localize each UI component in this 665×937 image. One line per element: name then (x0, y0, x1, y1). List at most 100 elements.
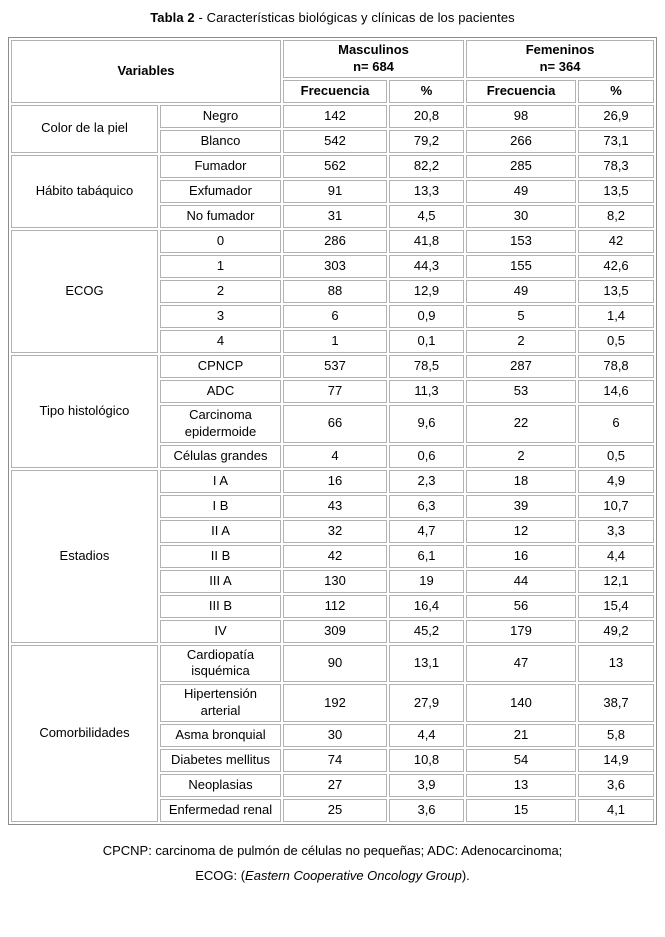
variable-cell: II A (159, 519, 281, 543)
variable-cell: 2 (159, 279, 281, 303)
table-row: ADC 77 11,3 53 14,6 (11, 379, 655, 403)
value-cell: 3,6 (389, 799, 465, 823)
table-row: Diabetes mellitus 74 10,8 54 14,9 (11, 749, 655, 773)
value-cell: 5,8 (578, 724, 655, 748)
value-cell: 309 (283, 619, 387, 643)
value-cell: 16 (466, 544, 577, 568)
table-row: 1 303 44,3 155 42,6 (11, 254, 655, 278)
variable-cell: Enfermedad renal (159, 799, 281, 823)
footnote: CPCNP: carcinoma de pulmón de células no… (0, 839, 665, 888)
table-row: Estadios I A 16 2,3 18 4,9 (10, 469, 655, 643)
value-cell: 4,9 (578, 469, 655, 493)
header-row-groups: Variables Masculinos n= 684 Femeninos n=… (10, 40, 655, 103)
variable-cell: Hipertensión arterial (159, 684, 281, 723)
variable-cell: 3 (159, 304, 281, 328)
value-cell: 78,3 (578, 154, 655, 178)
value-cell: 13 (466, 774, 577, 798)
header-group-masculinos-label: Masculinos (338, 42, 409, 57)
value-cell: 4 (283, 444, 387, 468)
category-cell: Tipo histológico (10, 354, 158, 468)
header-group-femeninos-label: Femeninos (525, 42, 595, 57)
value-cell: 18 (466, 469, 577, 493)
variable-cell: Carcinoma epidermoide (159, 404, 281, 443)
value-cell: 27,9 (389, 684, 465, 723)
variable-cell: IV (159, 619, 281, 643)
header-frecuencia-fem: Frecuencia (466, 79, 577, 103)
value-cell: 88 (283, 279, 387, 303)
header-group-femeninos: Femeninos n= 364 (466, 40, 655, 78)
table-row: IV 309 45,2 179 49,2 (11, 619, 655, 643)
header-row-measures: Frecuencia % Frecuencia % (11, 79, 655, 103)
table-row: No fumador 31 4,5 30 8,2 (11, 204, 655, 228)
value-cell: 4,1 (578, 799, 655, 823)
value-cell: 4,4 (389, 724, 465, 748)
value-cell: 49 (466, 279, 577, 303)
value-cell: 3,6 (578, 774, 655, 798)
table-row: Carcinoma epidermoide 66 9,6 22 6 (11, 404, 655, 443)
value-cell: 9,6 (389, 404, 465, 443)
value-cell: 41,8 (389, 229, 465, 253)
table-row: 2 88 12,9 49 13,5 (11, 279, 655, 303)
table-row: Tipo histológico CPNCP 537 78,5 287 78,8 (10, 354, 655, 468)
value-cell: 13,3 (389, 179, 465, 203)
value-cell: 12,1 (578, 569, 655, 593)
value-cell: 82,2 (389, 154, 465, 178)
table-title-number: Tabla 2 (150, 10, 195, 25)
value-cell: 13,5 (578, 279, 655, 303)
variable-cell: I A (159, 469, 281, 493)
value-cell: 74 (283, 749, 387, 773)
value-cell: 10,7 (578, 494, 655, 518)
value-cell: 73,1 (578, 129, 655, 153)
table-header: Variables Masculinos n= 684 Femeninos n=… (10, 40, 655, 103)
value-cell: 287 (466, 354, 577, 378)
value-cell: 140 (466, 684, 577, 723)
value-cell: 16,4 (389, 594, 465, 618)
table-row: Hábito tabáquico Fumador 562 82,2 285 78,3 (10, 154, 655, 228)
value-cell: 303 (283, 254, 387, 278)
table-row: I B 43 6,3 39 10,7 (11, 494, 655, 518)
variable-cell: ADC (159, 379, 281, 403)
header-group-femeninos-n: n= 364 (539, 58, 581, 74)
value-cell: 1 (283, 329, 387, 353)
footnote-line2-italic: Eastern Cooperative Oncology Group (245, 867, 462, 883)
value-cell: 0,9 (389, 304, 465, 328)
value-cell: 42 (283, 544, 387, 568)
value-cell: 4,7 (389, 519, 465, 543)
variable-cell: Exfumador (159, 179, 281, 203)
value-cell: 66 (283, 404, 387, 443)
value-cell: 25 (283, 799, 387, 823)
value-cell: 53 (466, 379, 577, 403)
variable-cell: I B (159, 494, 281, 518)
value-cell: 32 (283, 519, 387, 543)
value-cell: 39 (466, 494, 577, 518)
variable-cell: 1 (159, 254, 281, 278)
variable-cell: III A (159, 569, 281, 593)
value-cell: 13,5 (578, 179, 655, 203)
variable-cell: III B (159, 594, 281, 618)
header-pct-masc: % (389, 79, 465, 103)
value-cell: 11,3 (389, 379, 465, 403)
value-cell: 43 (283, 494, 387, 518)
table-row: ECOG 0 286 41,8 153 42 (10, 229, 655, 353)
table-row: Asma bronquial 30 4,4 21 5,8 (11, 724, 655, 748)
value-cell: 0,1 (389, 329, 465, 353)
value-cell: 14,6 (578, 379, 655, 403)
value-cell: 44 (466, 569, 577, 593)
table-row: Color de la piel Negro 142 20,8 98 26,9 (10, 104, 655, 153)
value-cell: 8,2 (578, 204, 655, 228)
footnote-line2-suffix: ). (461, 867, 470, 883)
value-cell: 47 (466, 644, 577, 683)
value-cell: 155 (466, 254, 577, 278)
category-cell: Color de la piel (10, 104, 158, 153)
value-cell: 6 (283, 304, 387, 328)
value-cell: 12 (466, 519, 577, 543)
value-cell: 5 (466, 304, 577, 328)
value-cell: 2 (466, 444, 577, 468)
header-frecuencia-masc: Frecuencia (283, 79, 387, 103)
value-cell: 4,4 (578, 544, 655, 568)
variable-cell: Fumador (159, 154, 281, 178)
value-cell: 0,5 (578, 329, 655, 353)
value-cell: 77 (283, 379, 387, 403)
category-cell: Hábito tabáquico (10, 154, 158, 228)
value-cell: 20,8 (389, 104, 465, 128)
